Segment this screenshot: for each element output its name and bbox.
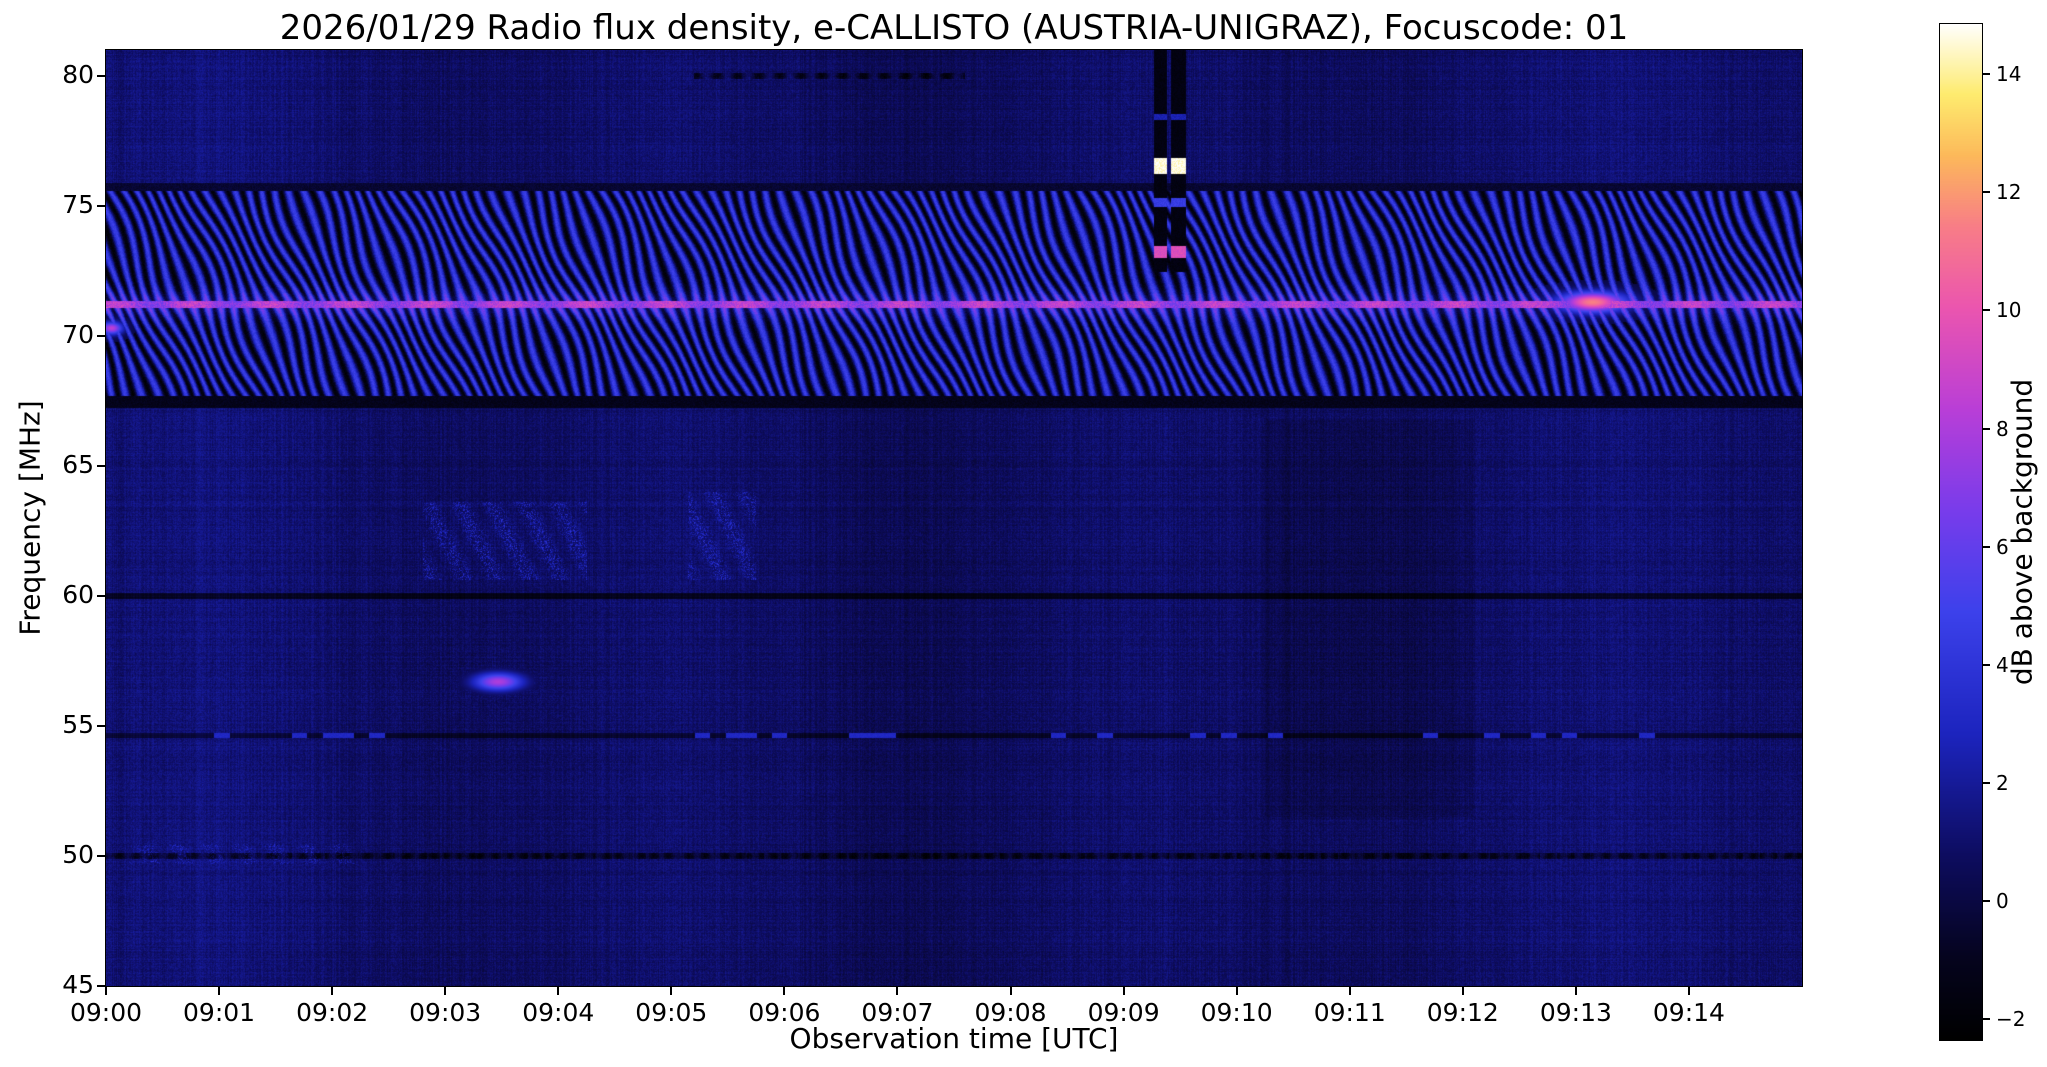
y-tick-label: 60 xyxy=(62,580,94,609)
colorbar-tick-mark xyxy=(1982,191,1990,194)
y-tick-mark xyxy=(97,725,106,727)
colorbar-tick-mark xyxy=(1982,545,1990,548)
colorbar-tick-label: 2 xyxy=(1996,771,2009,796)
x-tick-label: 09:07 xyxy=(861,998,934,1027)
x-tick-label: 09:11 xyxy=(1313,998,1386,1027)
y-tick-label: 80 xyxy=(62,60,94,89)
colorbar-tick-label: 10 xyxy=(1996,298,2022,323)
colorbar-tick-label: 12 xyxy=(1996,180,2022,205)
colorbar-tick-label: 6 xyxy=(1996,534,2009,559)
colorbar-tick-mark xyxy=(1982,782,1990,785)
y-tick-mark xyxy=(97,75,106,77)
x-tick-label: 09:01 xyxy=(183,998,256,1027)
x-tick-mark xyxy=(557,986,560,995)
colorbar-tick-label: −2 xyxy=(1996,1007,2026,1032)
colorbar-tick-mark xyxy=(1982,309,1990,312)
x-tick-mark xyxy=(1348,986,1351,995)
y-tick-mark xyxy=(97,595,106,597)
colorbar-tick-label: 0 xyxy=(1996,889,2009,914)
y-tick-mark xyxy=(97,465,106,467)
x-tick-label: 09:04 xyxy=(522,998,595,1027)
x-tick-label: 09:09 xyxy=(1087,998,1160,1027)
x-tick-mark xyxy=(1009,986,1012,995)
colorbar-tick-label: 8 xyxy=(1996,416,2009,441)
colorbar-tick-label: 14 xyxy=(1996,62,2022,87)
colorbar xyxy=(1939,23,1983,1041)
x-tick-label: 09:14 xyxy=(1652,998,1725,1027)
x-tick-mark xyxy=(1122,986,1125,995)
x-tick-label: 09:12 xyxy=(1426,998,1499,1027)
y-tick-label: 75 xyxy=(62,190,94,219)
x-tick-mark xyxy=(670,986,673,995)
x-tick-mark xyxy=(218,986,221,995)
colorbar-tick-mark xyxy=(1982,73,1990,76)
y-tick-mark xyxy=(97,855,106,857)
x-tick-mark xyxy=(331,986,334,995)
x-tick-label: 09:10 xyxy=(1200,998,1273,1027)
colorbar-tick-mark xyxy=(1982,1018,1990,1021)
y-tick-mark xyxy=(97,205,106,207)
y-tick-label: 50 xyxy=(62,840,94,869)
x-tick-label: 09:00 xyxy=(69,998,143,1027)
spectrogram-canvas xyxy=(105,49,1803,987)
x-axis-label: Observation time [UTC] xyxy=(789,1022,1119,1055)
x-tick-mark xyxy=(783,986,786,995)
colorbar-tick-mark xyxy=(1982,427,1990,430)
x-tick-label: 09:02 xyxy=(296,998,369,1027)
x-tick-label: 09:05 xyxy=(635,998,708,1027)
colorbar-tick-mark xyxy=(1982,900,1990,903)
x-tick-label: 09:08 xyxy=(974,998,1047,1027)
x-tick-label: 09:03 xyxy=(409,998,482,1027)
x-tick-mark xyxy=(105,986,107,995)
x-tick-mark xyxy=(1574,986,1577,995)
y-tick-label: 55 xyxy=(62,710,94,739)
x-tick-mark xyxy=(1235,986,1238,995)
y-tick-label: 65 xyxy=(62,450,94,479)
x-tick-label: 09:13 xyxy=(1539,998,1612,1027)
y-tick-mark xyxy=(97,335,106,337)
colorbar-tick-mark xyxy=(1982,663,1990,666)
y-tick-label: 70 xyxy=(62,320,94,349)
x-tick-mark xyxy=(1461,986,1464,995)
colorbar-tick-label: 4 xyxy=(1996,652,2009,677)
x-tick-label: 09:06 xyxy=(748,998,821,1027)
x-tick-mark xyxy=(896,986,899,995)
y-tick-label: 45 xyxy=(62,970,94,999)
y-tick-mark xyxy=(97,985,106,987)
colorbar-label: dB above background xyxy=(2005,378,2039,686)
chart-title: 2026/01/29 Radio flux density, e-CALLIST… xyxy=(279,8,1629,48)
x-tick-mark xyxy=(444,986,447,995)
x-tick-mark xyxy=(1687,986,1690,995)
